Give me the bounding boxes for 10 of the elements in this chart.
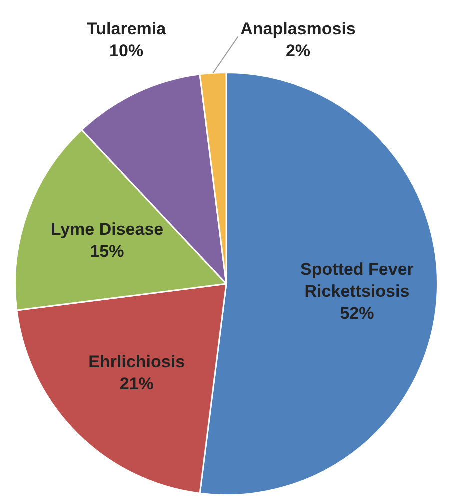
slice-label: Tularemia	[87, 19, 167, 38]
slice-label: Anaplasmosis	[240, 19, 356, 38]
slice-label: Ehrlichiosis	[88, 352, 186, 372]
slice-label: Spotted Fever Rickettsiosis	[300, 260, 414, 301]
slice-label: Lyme Disease	[50, 220, 164, 239]
data-label: 21%	[120, 374, 154, 394]
data-label: 2%	[286, 41, 311, 60]
data-label: 10%	[110, 41, 144, 60]
data-label: 15%	[90, 242, 124, 261]
data-label: 52%	[340, 304, 374, 323]
